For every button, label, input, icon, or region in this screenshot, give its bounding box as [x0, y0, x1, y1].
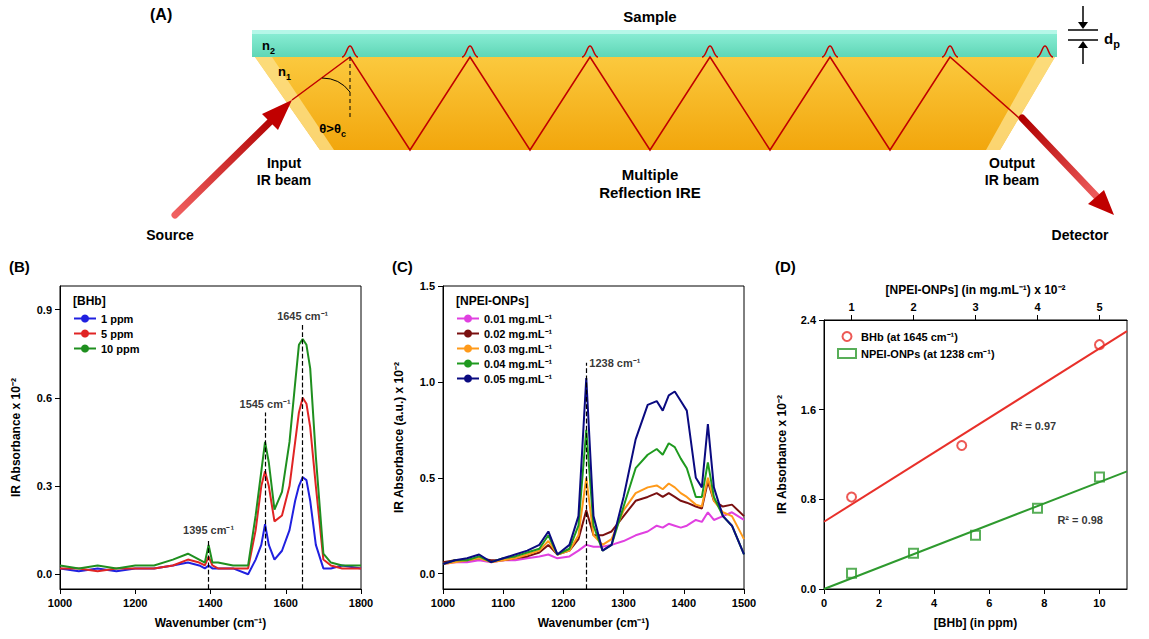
svg-text:1645 cm⁻¹: 1645 cm⁻¹ — [277, 310, 328, 322]
svg-text:(D): (D) — [775, 258, 796, 275]
svg-text:(C): (C) — [392, 258, 413, 275]
svg-text:2: 2 — [876, 597, 882, 609]
svg-text:1200: 1200 — [551, 597, 575, 609]
svg-text:BHb (at 1645 cm⁻¹): BHb (at 1645 cm⁻¹) — [861, 331, 958, 343]
svg-text:4: 4 — [1034, 301, 1041, 313]
svg-text:NPEI-ONPs (at 1238 cm⁻¹): NPEI-ONPs (at 1238 cm⁻¹) — [861, 348, 995, 360]
svg-text:1395 cm⁻¹: 1395 cm⁻¹ — [183, 524, 234, 536]
svg-text:n2: n2 — [262, 38, 275, 56]
svg-text:2.4: 2.4 — [801, 314, 817, 326]
svg-text:(B): (B) — [9, 258, 30, 275]
svg-text:0.9: 0.9 — [37, 304, 52, 316]
svg-text:(A): (A) — [150, 6, 172, 23]
svg-text:1000: 1000 — [48, 597, 72, 609]
svg-text:1300: 1300 — [611, 597, 635, 609]
svg-text:8: 8 — [1041, 597, 1047, 609]
svg-text:0.0: 0.0 — [420, 568, 435, 580]
svg-text:Multiple: Multiple — [622, 166, 679, 183]
svg-text:IR Absorbance x 10⁻²: IR Absorbance x 10⁻² — [9, 378, 23, 497]
svg-text:IR Absorbance (a.u.) x 10⁻²: IR Absorbance (a.u.) x 10⁻² — [392, 362, 406, 513]
svg-text:1238 cm⁻¹: 1238 cm⁻¹ — [589, 357, 640, 369]
svg-text:[BHb] (in ppm): [BHb] (in ppm) — [934, 616, 1017, 630]
svg-text:[NPEI-ONPs]: [NPEI-ONPs] — [456, 294, 529, 308]
svg-text:Input: Input — [267, 155, 302, 171]
svg-text:1.0: 1.0 — [420, 376, 435, 388]
svg-text:1100: 1100 — [491, 597, 515, 609]
svg-text:0.6: 0.6 — [37, 392, 52, 404]
svg-text:Detector: Detector — [1052, 227, 1109, 243]
svg-text:IR beam: IR beam — [985, 172, 1039, 188]
svg-text:10: 10 — [1093, 597, 1105, 609]
svg-text:1.5: 1.5 — [420, 280, 435, 292]
svg-text:1800: 1800 — [349, 597, 373, 609]
svg-text:1600: 1600 — [274, 597, 298, 609]
svg-text:R² = 0.97: R² = 0.97 — [1011, 420, 1057, 432]
svg-text:0.02 mg.mL⁻¹: 0.02 mg.mL⁻¹ — [484, 328, 553, 340]
svg-text:0.0: 0.0 — [801, 583, 816, 595]
svg-text:5: 5 — [1096, 301, 1102, 313]
svg-text:10 ppm: 10 ppm — [101, 343, 140, 355]
svg-text:Wavenumber (cm⁻¹): Wavenumber (cm⁻¹) — [155, 616, 267, 630]
svg-text:1200: 1200 — [123, 597, 147, 609]
svg-text:[NPEI-ONPs] (in mg.mL⁻¹) x 10⁻: [NPEI-ONPs] (in mg.mL⁻¹) x 10⁻² — [885, 283, 1065, 297]
svg-text:1.6: 1.6 — [801, 404, 816, 416]
svg-text:0.04 mg.mL⁻¹: 0.04 mg.mL⁻¹ — [484, 358, 553, 370]
svg-text:1: 1 — [848, 301, 854, 313]
svg-text:3: 3 — [972, 301, 978, 313]
svg-text:2: 2 — [910, 301, 916, 313]
svg-text:Output: Output — [989, 155, 1035, 171]
svg-text:IR beam: IR beam — [257, 172, 311, 188]
svg-text:0.05 mg.mL⁻¹: 0.05 mg.mL⁻¹ — [484, 373, 553, 385]
svg-text:1400: 1400 — [672, 597, 696, 609]
svg-text:1 ppm: 1 ppm — [101, 313, 134, 325]
svg-text:Sample: Sample — [623, 8, 676, 25]
svg-text:1000: 1000 — [431, 597, 455, 609]
svg-text:0: 0 — [821, 597, 827, 609]
svg-text:Wavenumber (cm⁻¹): Wavenumber (cm⁻¹) — [538, 616, 650, 630]
svg-text:Source: Source — [146, 227, 194, 243]
svg-text:1545 cm⁻¹: 1545 cm⁻¹ — [240, 398, 291, 410]
svg-text:0.5: 0.5 — [420, 472, 435, 484]
svg-text:Reflection IRE: Reflection IRE — [599, 184, 701, 201]
svg-text:0.8: 0.8 — [801, 493, 816, 505]
svg-text:n1: n1 — [278, 64, 291, 82]
svg-text:0.0: 0.0 — [37, 568, 52, 580]
svg-text:[BHb]: [BHb] — [73, 294, 106, 308]
svg-text:5 ppm: 5 ppm — [101, 328, 134, 340]
svg-text:0.03 mg.mL⁻¹: 0.03 mg.mL⁻¹ — [484, 343, 553, 355]
svg-text:1500: 1500 — [732, 597, 756, 609]
svg-text:dp: dp — [1104, 30, 1120, 50]
svg-text:0.01 mg.mL⁻¹: 0.01 mg.mL⁻¹ — [484, 313, 553, 325]
svg-text:IR Absorbance x 10⁻²: IR Absorbance x 10⁻² — [775, 395, 789, 514]
svg-text:R² = 0.98: R² = 0.98 — [1057, 514, 1103, 526]
svg-text:6: 6 — [986, 597, 992, 609]
svg-text:4: 4 — [931, 597, 938, 609]
svg-text:1400: 1400 — [198, 597, 222, 609]
svg-text:θ>θc: θ>θc — [319, 121, 346, 139]
svg-text:0.3: 0.3 — [37, 480, 52, 492]
